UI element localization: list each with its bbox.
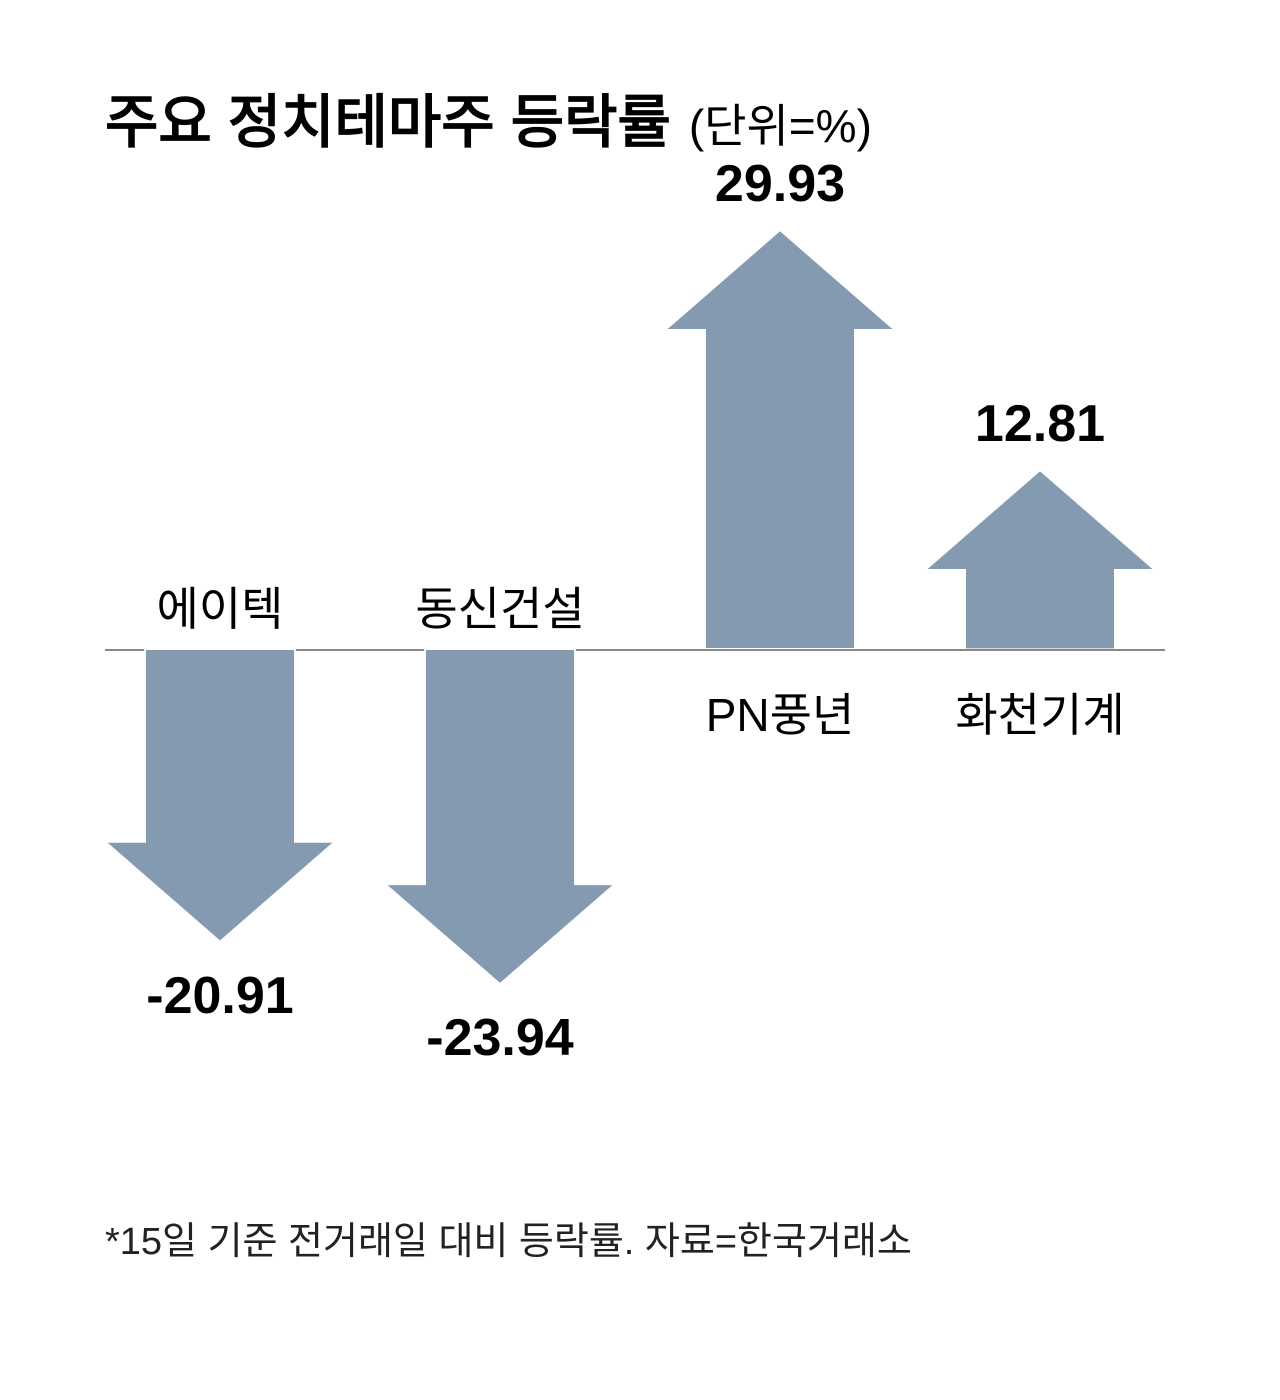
arrow-bar bbox=[105, 649, 335, 942]
chart-container: 주요 정치테마주 등락률 (단위=%) -20.91에이텍-23.94동신건설2… bbox=[105, 75, 1165, 1265]
arrow-icon bbox=[385, 649, 615, 984]
plot-area: -20.91에이텍-23.94동신건설29.93PN풍년12.81화천기계 bbox=[105, 169, 1165, 1129]
chart-title: 주요 정치테마주 등락률 bbox=[105, 75, 671, 159]
arrow-bar bbox=[385, 649, 615, 984]
arrow-bar bbox=[925, 470, 1155, 649]
value-label: 12.81 bbox=[890, 394, 1190, 454]
title-row: 주요 정치테마주 등락률 (단위=%) bbox=[105, 75, 1165, 159]
category-label: 에이텍 bbox=[70, 573, 370, 639]
category-label: 화천기계 bbox=[890, 679, 1190, 745]
category-label: PN풍년 bbox=[630, 679, 930, 745]
arrow-icon bbox=[105, 649, 335, 942]
arrow-icon bbox=[665, 230, 895, 649]
arrow-icon bbox=[925, 470, 1155, 649]
category-label: 동신건설 bbox=[350, 573, 650, 639]
value-label: -20.91 bbox=[70, 966, 370, 1026]
value-label: 29.93 bbox=[630, 154, 930, 214]
chart-footnote: *15일 기준 전거래일 대비 등락률. 자료=한국거래소 bbox=[105, 1210, 912, 1265]
value-label: -23.94 bbox=[350, 1008, 650, 1068]
arrow-bar bbox=[665, 230, 895, 649]
chart-unit: (단위=%) bbox=[689, 90, 872, 156]
